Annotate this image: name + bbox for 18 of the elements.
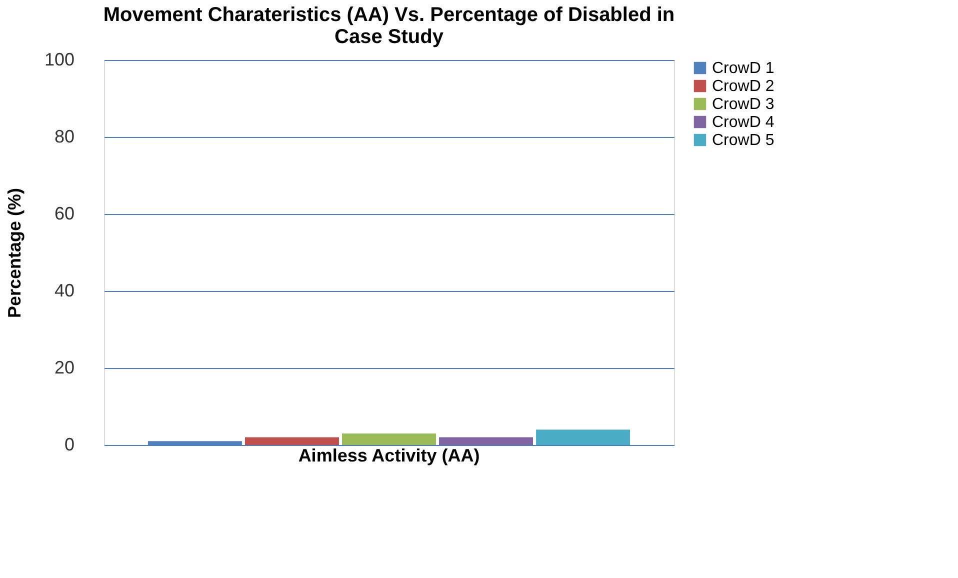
y-tick-label: 0 xyxy=(64,434,74,454)
bar xyxy=(244,437,339,445)
bar xyxy=(439,437,534,445)
legend-label: CrowD 4 xyxy=(712,114,774,131)
bar xyxy=(342,433,436,445)
y-tick-label: 40 xyxy=(54,280,74,300)
bar xyxy=(536,430,630,445)
y-tick-label: 80 xyxy=(54,126,74,146)
y-tick-label: 60 xyxy=(54,204,74,224)
y-tick-label: 100 xyxy=(44,50,74,70)
legend-label: CrowD 5 xyxy=(712,132,774,149)
y-tick-label: 20 xyxy=(54,358,74,378)
chart-title: Movement Charateristics (AA) Vs. Percentage of Disabled in Case Study xyxy=(103,4,675,48)
legend-label: CrowD 3 xyxy=(712,96,774,113)
x-tick-label: Aimless Activity (AA) xyxy=(298,446,480,466)
legend-label: CrowD 1 xyxy=(712,60,774,77)
y-axis-title: Percentage (%) xyxy=(4,188,24,318)
legend-label: CrowD 2 xyxy=(712,78,774,95)
